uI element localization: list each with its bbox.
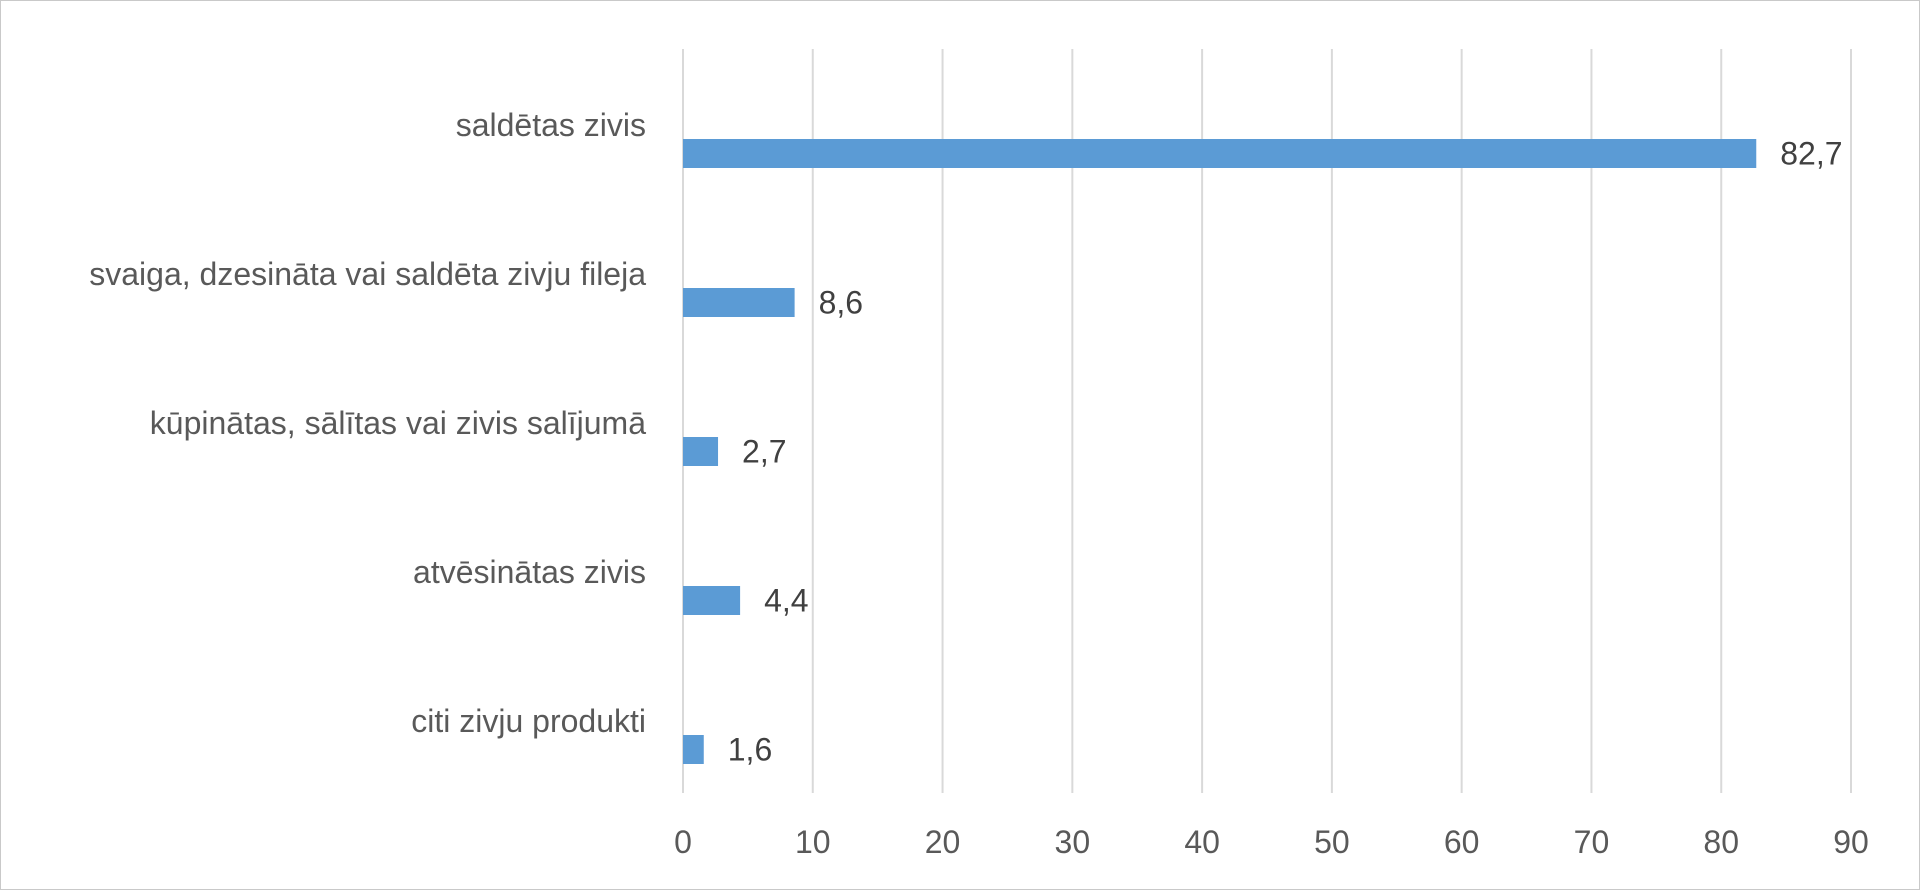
- bar-1: [683, 139, 1757, 168]
- x-tick-label-40: 40: [1184, 824, 1220, 860]
- data-label-2: 8,6: [819, 285, 863, 321]
- bar-3: [683, 437, 719, 466]
- category-labels: saldētas zivis svaiga, dzesināta vai sald…: [89, 107, 646, 739]
- bar-5: [683, 735, 704, 764]
- category-label-3: kūpinātas, sālītas vai zivis salījumā: [150, 405, 646, 441]
- x-tick-label-20: 20: [925, 824, 961, 860]
- x-tick-label-10: 10: [795, 824, 831, 860]
- category-label-2: svaiga, dzesināta vai saldēta zivju file…: [89, 256, 646, 292]
- x-axis-tick-labels: 0 10 20 30 40 50 60 70 80 90: [674, 824, 1869, 860]
- category-label-5: citi zivju produkti: [411, 703, 646, 739]
- bar-4: [683, 586, 741, 615]
- data-label-5: 1,6: [728, 732, 772, 768]
- bar-2: [683, 288, 795, 317]
- gridlines: [682, 49, 1852, 793]
- x-tick-label-50: 50: [1314, 824, 1350, 860]
- bars: [683, 139, 1757, 764]
- x-tick-label-80: 80: [1703, 824, 1739, 860]
- x-tick-label-0: 0: [674, 824, 692, 860]
- data-labels: 82,7 8,6 2,7 4,4 1,6: [728, 136, 1843, 768]
- x-tick-label-70: 70: [1574, 824, 1610, 860]
- category-label-1: saldētas zivis: [456, 107, 646, 143]
- data-label-1: 82,7: [1780, 136, 1842, 172]
- x-tick-label-60: 60: [1444, 824, 1480, 860]
- x-tick-label-30: 30: [1055, 824, 1091, 860]
- category-label-4: atvēsinātas zivis: [413, 554, 646, 590]
- data-label-4: 4,4: [764, 583, 808, 619]
- data-label-3: 2,7: [742, 434, 786, 470]
- x-tick-label-90: 90: [1833, 824, 1869, 860]
